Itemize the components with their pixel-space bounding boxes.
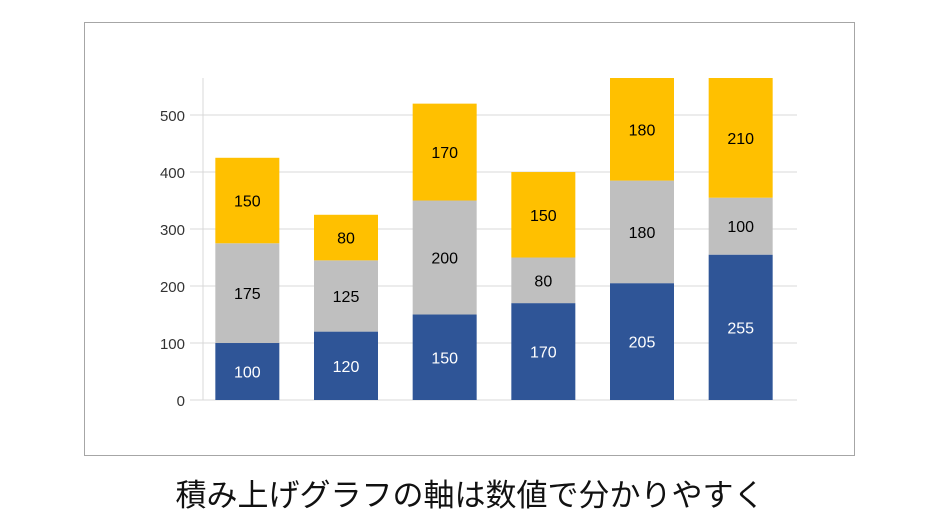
y-tick-label: 100 bbox=[160, 336, 185, 353]
bar-segment bbox=[412, 314, 477, 400]
bar-segment bbox=[412, 103, 477, 201]
bar-segment bbox=[610, 78, 674, 181]
data-label: 170 bbox=[431, 145, 458, 162]
caption: 積み上げグラフの軸は数値で分かりやすく bbox=[175, 478, 765, 514]
y-tick-label: 500 bbox=[160, 108, 185, 125]
data-label: 120 bbox=[333, 359, 360, 376]
data-label: 80 bbox=[337, 231, 355, 248]
bar-segment bbox=[314, 214, 378, 261]
bar-segment bbox=[215, 243, 280, 344]
bar-segment bbox=[511, 172, 576, 258]
data-label: 200 bbox=[431, 251, 458, 268]
bar-segment bbox=[314, 260, 378, 332]
y-tick-label: 200 bbox=[160, 279, 185, 296]
data-label: 150 bbox=[530, 208, 557, 225]
bar-segment bbox=[511, 303, 576, 400]
data-label: 80 bbox=[534, 273, 552, 290]
chart-frame bbox=[84, 22, 855, 456]
data-label: 255 bbox=[727, 320, 754, 337]
data-label: 205 bbox=[629, 335, 656, 352]
data-label: 100 bbox=[727, 219, 754, 236]
data-label: 175 bbox=[234, 286, 261, 303]
data-label: 170 bbox=[530, 345, 557, 362]
bar-segment bbox=[314, 331, 378, 400]
data-label: 150 bbox=[431, 350, 458, 367]
data-label: 180 bbox=[629, 225, 656, 242]
bar-segment bbox=[511, 257, 576, 304]
bar-segment bbox=[610, 283, 674, 400]
data-label: 100 bbox=[234, 365, 261, 382]
data-label: 125 bbox=[333, 289, 360, 306]
data-label: 150 bbox=[234, 194, 261, 211]
bar-segment bbox=[215, 157, 280, 244]
y-tick-label: 400 bbox=[160, 165, 185, 182]
bar-segment bbox=[610, 180, 674, 284]
bar-segment bbox=[412, 200, 477, 315]
data-label: 210 bbox=[727, 131, 754, 148]
bar-segment bbox=[215, 343, 280, 400]
bar-segment bbox=[708, 197, 773, 255]
y-tick-label: 0 bbox=[177, 393, 185, 410]
y-tick-label: 300 bbox=[160, 222, 185, 239]
bar-segment bbox=[708, 78, 773, 198]
data-label: 180 bbox=[629, 122, 656, 139]
bar-segment bbox=[708, 254, 773, 400]
